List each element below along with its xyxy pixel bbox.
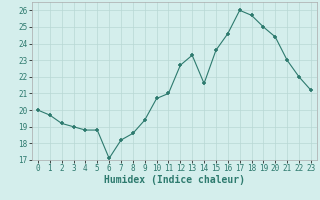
- X-axis label: Humidex (Indice chaleur): Humidex (Indice chaleur): [104, 175, 245, 185]
